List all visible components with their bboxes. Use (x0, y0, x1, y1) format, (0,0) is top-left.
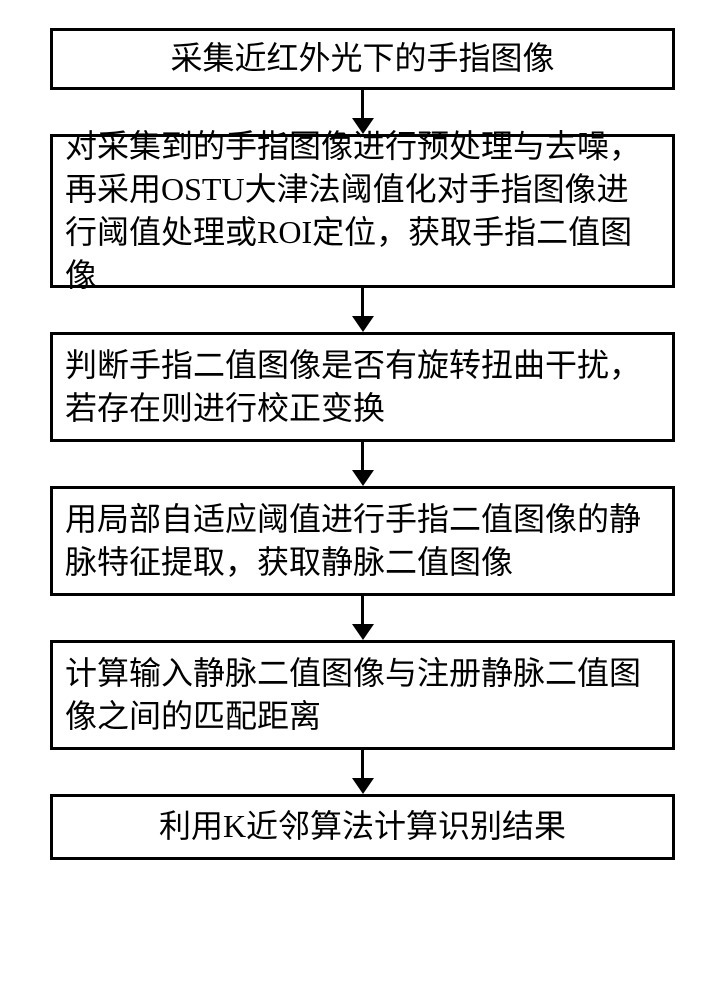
arrow-head-icon (352, 316, 374, 332)
flowchart-node-n1: 采集近红外光下的手指图像 (50, 28, 675, 90)
flowchart-container: 采集近红外光下的手指图像对采集到的手指图像进行预处理与去噪，再采用OSTU大津法… (50, 28, 675, 860)
flowchart-node-text: 对采集到的手指图像进行预处理与去噪，再采用OSTU大津法阈值化对手指图像进行阈值… (65, 125, 660, 298)
arrow-shaft (361, 288, 364, 316)
flowchart-arrow (352, 288, 374, 332)
flowchart-node-n4: 用局部自适应阈值进行手指二值图像的静脉特征提取，获取静脉二值图像 (50, 486, 675, 596)
flowchart-arrow (352, 596, 374, 640)
arrow-shaft (361, 750, 364, 778)
arrow-shaft (361, 442, 364, 470)
flowchart-arrow (352, 442, 374, 486)
flowchart-node-text: 判断手指二值图像是否有旋转扭曲干扰，若存在则进行校正变换 (65, 344, 660, 430)
arrow-head-icon (352, 470, 374, 486)
flowchart-node-n6: 利用K近邻算法计算识别结果 (50, 794, 675, 860)
flowchart-node-n3: 判断手指二值图像是否有旋转扭曲干扰，若存在则进行校正变换 (50, 332, 675, 442)
arrow-head-icon (352, 624, 374, 640)
flowchart-node-n5: 计算输入静脉二值图像与注册静脉二值图像之间的匹配距离 (50, 640, 675, 750)
arrow-shaft (361, 90, 364, 118)
arrow-head-icon (352, 778, 374, 794)
flowchart-node-text: 计算输入静脉二值图像与注册静脉二值图像之间的匹配距离 (65, 652, 660, 738)
flowchart-node-text: 采集近红外光下的手指图像 (170, 37, 554, 80)
flowchart-node-text: 利用K近邻算法计算识别结果 (159, 805, 566, 848)
flowchart-node-text: 用局部自适应阈值进行手指二值图像的静脉特征提取，获取静脉二值图像 (65, 498, 660, 584)
flowchart-node-n2: 对采集到的手指图像进行预处理与去噪，再采用OSTU大津法阈值化对手指图像进行阈值… (50, 134, 675, 288)
flowchart-arrow (352, 750, 374, 794)
arrow-shaft (361, 596, 364, 624)
